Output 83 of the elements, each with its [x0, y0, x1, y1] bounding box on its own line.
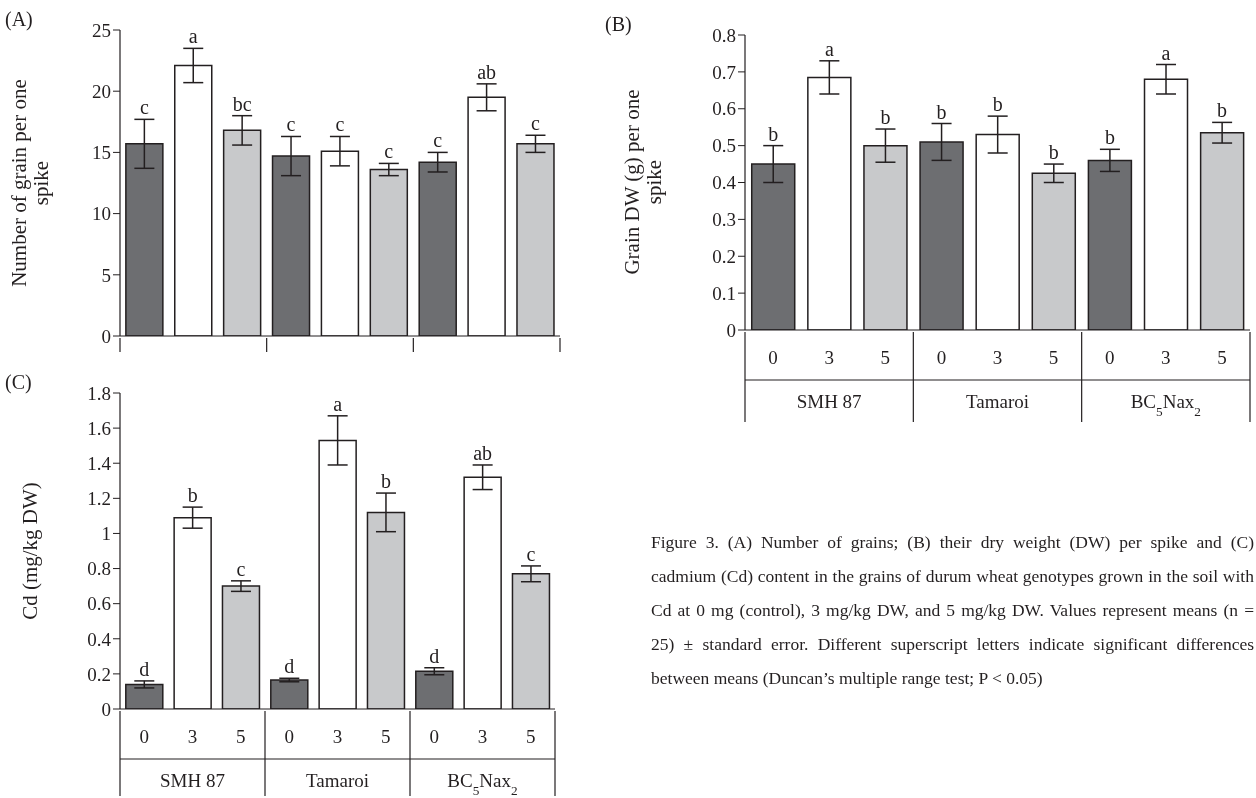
y-tick-label: 0.7 — [712, 61, 736, 83]
data-label: c — [236, 557, 246, 580]
y-tick-label: 1.2 — [87, 488, 111, 510]
y-tick-label: 15 — [92, 142, 111, 164]
data-label: a — [333, 392, 343, 415]
x-tick-label: 0 — [936, 347, 947, 368]
data-label: ab — [477, 60, 497, 83]
data-label: b — [880, 106, 891, 129]
x-tick-label: 5 — [526, 726, 536, 747]
text: Tamaroi — [305, 770, 370, 791]
y-tick-label: 1.8 — [87, 382, 111, 404]
text: BC$_{5}$Nax$_{2}$ — [447, 770, 518, 798]
x-tick-label: 5 — [236, 726, 246, 747]
y-tick-label: 0 — [101, 325, 111, 347]
y-tick-label: 25 — [92, 19, 111, 41]
chart-title: (C) — [5, 371, 32, 394]
x-tick-label: 3 — [477, 726, 488, 747]
data-label: b — [1048, 141, 1059, 164]
y-tick-label: 0.8 — [87, 558, 111, 580]
y-tick-label: 20 — [92, 80, 111, 102]
data-label: a — [188, 25, 198, 48]
chart-title: (B) — [605, 13, 632, 36]
data-label: a — [1161, 41, 1171, 64]
x-tick-label: 5 — [1217, 347, 1227, 368]
data-label: b — [992, 93, 1003, 116]
data-label: b — [1217, 99, 1228, 122]
y-tick-label: 1 — [101, 523, 111, 545]
data-label: b — [187, 484, 198, 507]
data-label: c — [335, 113, 345, 136]
data-label: c — [139, 96, 149, 119]
y-tick-label: 0.4 — [712, 172, 737, 194]
x-tick-label: 3 — [187, 726, 198, 747]
x-tick-label: 0 — [284, 726, 294, 747]
text: Tamaroi — [965, 391, 1030, 412]
data-label: b — [936, 100, 947, 123]
data-label: d — [284, 655, 295, 678]
y-tick-label: 0.8 — [712, 24, 736, 46]
data-label: b — [768, 122, 779, 145]
data-label: c — [384, 140, 394, 163]
x-tick-label: 0 — [429, 726, 439, 747]
data-label: a — [824, 37, 834, 60]
x-tick-label: 3 — [1161, 347, 1171, 368]
data-label: ab — [473, 441, 493, 464]
x-tick-label: 0 — [1104, 347, 1115, 368]
x-tick-label: 3 — [824, 347, 834, 368]
data-label: c — [433, 129, 443, 152]
y-tick-label: 1.6 — [87, 417, 111, 439]
x-tick-label: 5 — [1048, 347, 1059, 368]
data-label: b — [380, 470, 391, 493]
y-tick-label: 1.4 — [87, 452, 112, 474]
y-tick-label: 5 — [101, 264, 111, 286]
y-tick-label: 0.2 — [712, 245, 736, 267]
data-label: c — [286, 113, 296, 136]
data-label: bc — [232, 92, 252, 115]
y-tick-label: 10 — [92, 203, 111, 225]
text: SMH 87 — [160, 770, 225, 791]
x-tick-label: 3 — [332, 726, 343, 747]
text: BC$_{5}$Nax$_{2}$ — [1130, 391, 1201, 419]
y-tick-label: 0.3 — [712, 209, 736, 231]
y-tick-label: 0.6 — [712, 98, 736, 120]
y-tick-label: 0.1 — [712, 282, 736, 304]
data-label: b — [1104, 126, 1115, 149]
caption: Figure 3. (A) Number of grains; (B) their dry weight (DW) per spike and (C) cadmium (Cd) content in the grains of durum wheat genotypes grown in the soil with Cd at 0 mg (control), 3 mg/kg DW, and 5 mg/kg DW. Values represent means (n = 25) ± standard error. Different superscript letters indicate significant differences between means (Duncan’s multiple range test; P < 0.05) — [651, 531, 1254, 690]
data-label: c — [526, 542, 536, 565]
x-tick-label: 3 — [992, 347, 1003, 368]
text: SMH 87 — [796, 391, 862, 412]
y-axis-title: Grain DW (g) per one spike — [619, 89, 666, 278]
chart-title: (A) — [5, 8, 33, 31]
y-axis-title: Number of grain per one spike — [6, 78, 53, 289]
data-label: d — [139, 657, 150, 680]
x-tick-label: 5 — [880, 347, 891, 368]
x-tick-label: 0 — [768, 347, 778, 368]
data-label: c — [531, 112, 541, 135]
data-label: d — [429, 644, 440, 667]
x-tick-label: 0 — [139, 726, 149, 747]
y-tick-label: 0.6 — [87, 593, 111, 615]
x-tick-label: 5 — [381, 726, 391, 747]
y-tick-label: 0.2 — [87, 663, 111, 685]
y-tick-label: 0.5 — [712, 135, 736, 157]
y-tick-label: 0 — [726, 319, 736, 341]
y-tick-label: 0.4 — [87, 628, 112, 650]
y-axis-title: Cd (mg/kg DW) — [17, 482, 42, 620]
y-tick-label: 0 — [101, 698, 111, 720]
